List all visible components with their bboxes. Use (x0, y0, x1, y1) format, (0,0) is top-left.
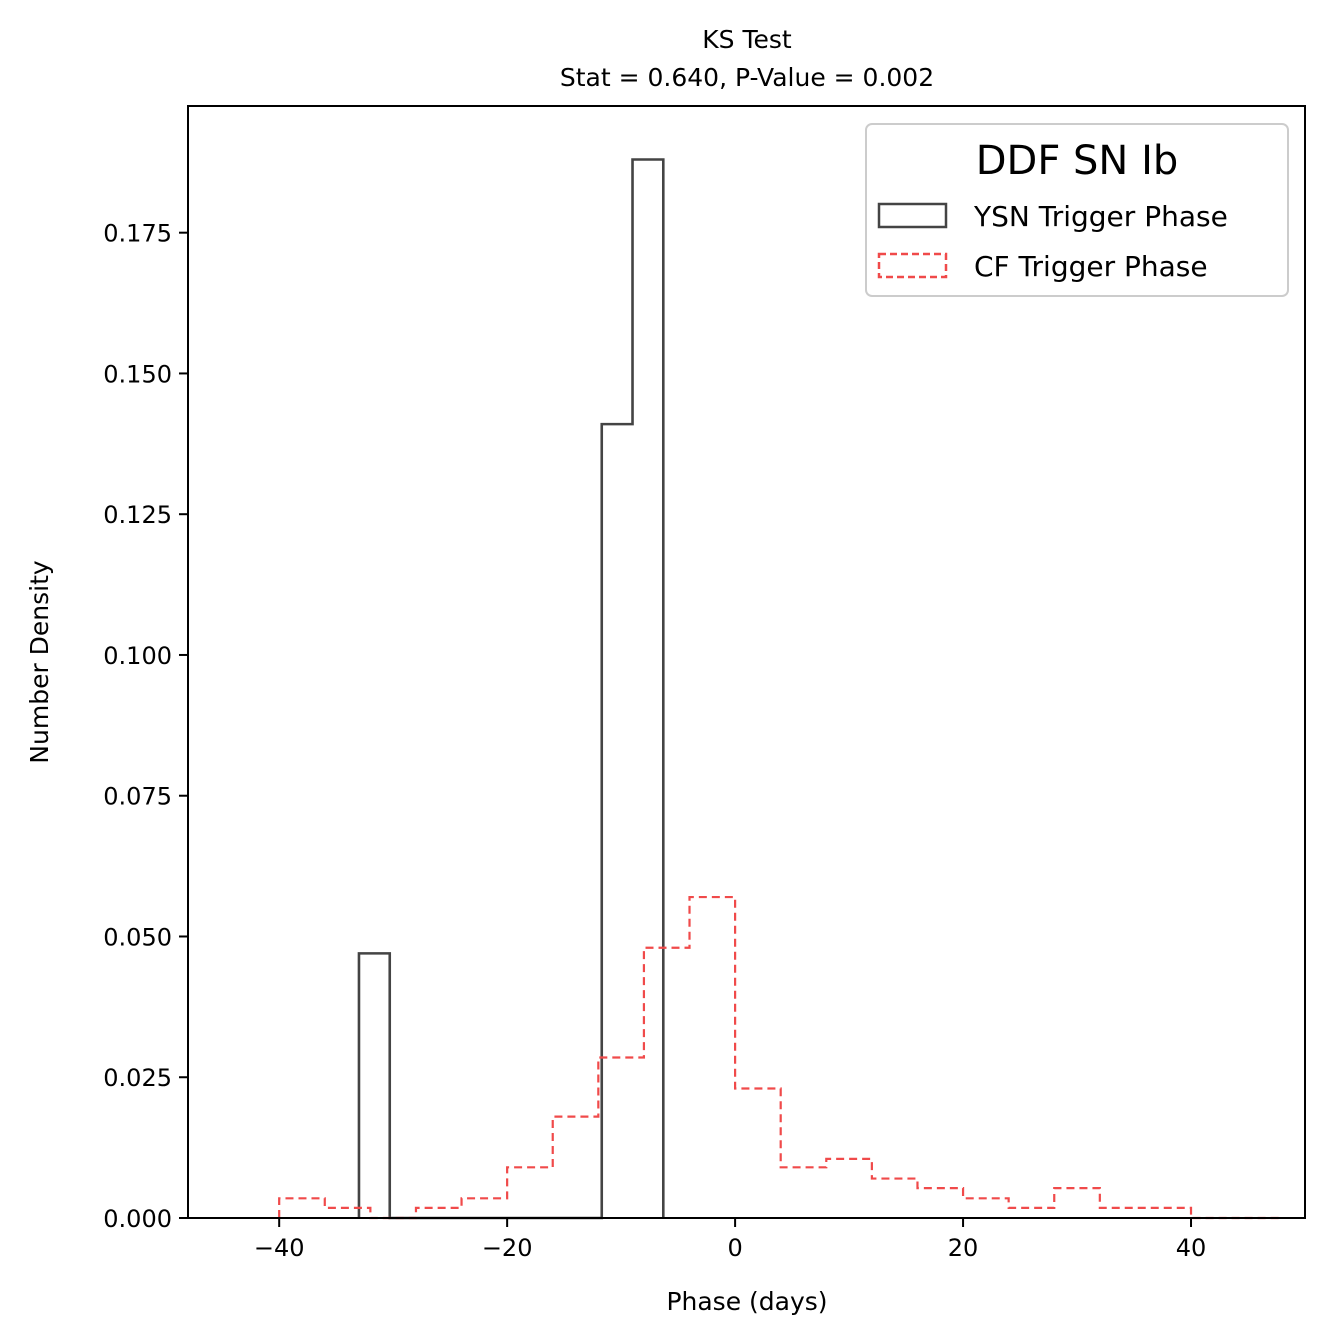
series-0-bin-0 (359, 953, 390, 1218)
legend: DDF SN Ib YSN Trigger Phase CF Trigger P… (865, 123, 1289, 297)
x-tick-label-4: 40 (1176, 1234, 1207, 1262)
series-1-bin-12 (826, 1159, 872, 1218)
series-1-bin-13 (872, 1179, 918, 1218)
series-1-bin-7 (598, 1058, 644, 1218)
series-1-bin-11 (781, 1167, 827, 1218)
y-axis-label: Number Density (25, 560, 54, 764)
series-1-bin-17 (1054, 1188, 1100, 1218)
y-tick-label-6: 0.150 (103, 360, 172, 388)
y-tick-label-3: 0.075 (103, 783, 172, 811)
y-tick-label-4: 0.100 (103, 642, 172, 670)
series-1-bin-18 (1100, 1208, 1146, 1218)
series-1-bin-3 (416, 1208, 462, 1218)
series-1-bin-8 (644, 948, 690, 1218)
x-tick-label-2: 0 (727, 1234, 742, 1262)
y-tick-label-0: 0.000 (103, 1205, 172, 1233)
y-tick-label-7: 0.175 (103, 220, 172, 248)
chart-subtitle: Stat = 0.640, P-Value = 0.002 (560, 63, 934, 92)
legend-frame (865, 123, 1289, 297)
legend-swatch-ysn (877, 202, 948, 229)
series-1-bin-10 (735, 1089, 781, 1218)
series-1-bin-4 (462, 1198, 508, 1218)
x-tick-label-0: −40 (254, 1234, 305, 1262)
legend-title: DDF SN Ib (976, 138, 1179, 184)
series-1-bin-15 (963, 1198, 1009, 1218)
series-1-bin-5 (507, 1167, 553, 1218)
legend-swatch-cf (877, 252, 948, 279)
y-tick-label-5: 0.125 (103, 501, 172, 529)
series-1-bin-0 (279, 1198, 325, 1218)
series-1-outline (278, 895, 1283, 1220)
y-tick-label-2: 0.050 (103, 923, 172, 951)
y-tick-label-1: 0.025 (103, 1064, 172, 1092)
x-axis-label: Phase (days) (666, 1287, 827, 1316)
series-1-bin-14 (917, 1188, 963, 1218)
legend-label-ysn: YSN Trigger Phase (973, 200, 1228, 233)
plot-frame (187, 105, 1306, 1219)
chart-title: KS Test (702, 25, 792, 54)
legend-label-cf: CF Trigger Phase (974, 250, 1208, 283)
x-tick-label-3: 20 (948, 1234, 979, 1262)
series-1-bin-16 (1009, 1208, 1055, 1218)
series-1-bin-9 (690, 897, 736, 1218)
series-1-bin-6 (553, 1117, 599, 1218)
axis-ticks: −40 −20 0 20 40 0.000 0.025 0.050 0.075 0.100 0.12… (103, 220, 1206, 1262)
x-tick-label-1: −20 (482, 1234, 533, 1262)
series-1-bin-1 (325, 1208, 371, 1218)
series-1-bin-19 (1145, 1208, 1191, 1218)
